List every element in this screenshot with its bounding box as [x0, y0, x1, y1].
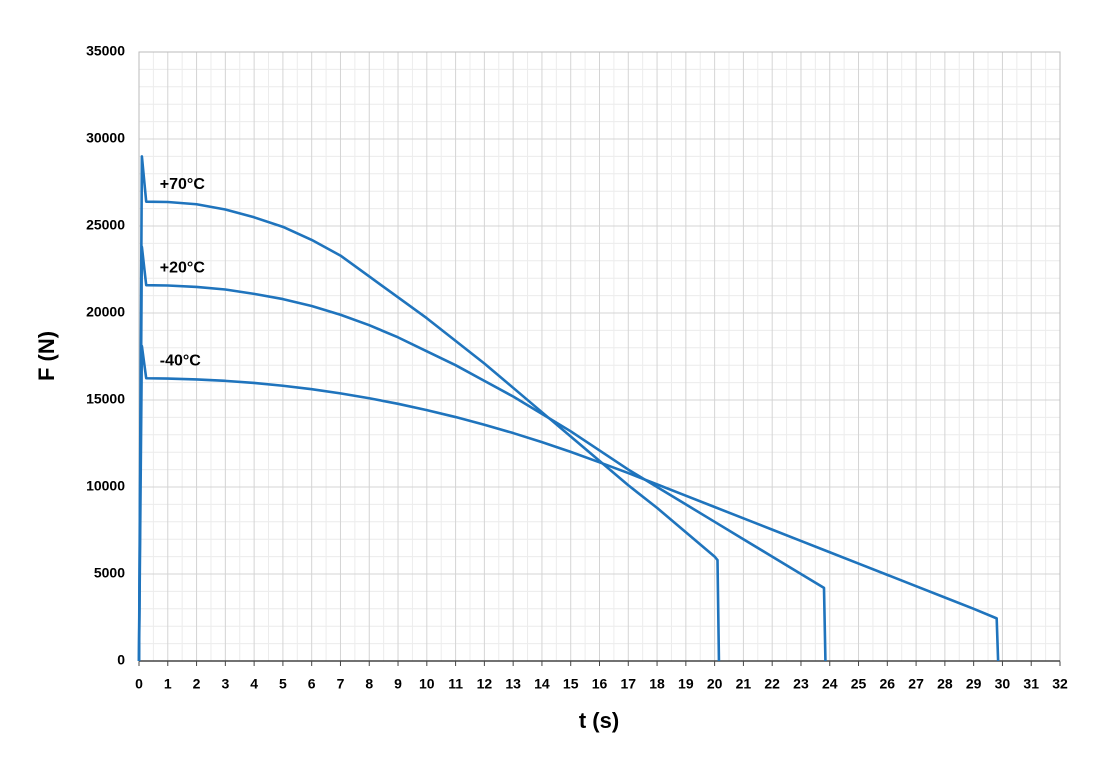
y-tick-label: 35000 — [86, 43, 125, 59]
x-tick-label: 8 — [365, 676, 373, 692]
x-tick-label: 6 — [308, 676, 316, 692]
y-tick-label: 20000 — [86, 304, 125, 320]
x-tick-label: 30 — [995, 676, 1011, 692]
x-tick-label: 2 — [193, 676, 201, 692]
x-axis-title: t (s) — [579, 708, 619, 733]
y-tick-label: 15000 — [86, 391, 125, 407]
x-tick-label: 12 — [477, 676, 493, 692]
x-tick-label: 3 — [221, 676, 229, 692]
series-line — [137, 155, 721, 662]
y-tick-label: 5000 — [94, 565, 125, 581]
x-tick-label: 26 — [880, 676, 896, 692]
x-tick-label: 18 — [649, 676, 665, 692]
y-tick-label: 0 — [117, 652, 125, 668]
x-tick-label: 15 — [563, 676, 579, 692]
x-tick-label: 16 — [592, 676, 608, 692]
x-tick-label: 19 — [678, 676, 694, 692]
y-tick-label: 30000 — [86, 130, 125, 146]
y-tick-label: 10000 — [86, 478, 125, 494]
x-tick-label: 10 — [419, 676, 435, 692]
x-tick-label: 7 — [337, 676, 345, 692]
y-tick-label: 25000 — [86, 217, 125, 233]
x-tick-label: 31 — [1023, 676, 1039, 692]
series-label: +70°C — [160, 176, 206, 193]
x-tick-label: 22 — [764, 676, 780, 692]
x-tick-label: 4 — [250, 676, 258, 692]
x-tick-label: 32 — [1052, 676, 1068, 692]
y-axis-title: F (N) — [34, 331, 59, 381]
x-tick-label: 20 — [707, 676, 723, 692]
x-tick-label: 5 — [279, 676, 287, 692]
x-tick-label: 23 — [793, 676, 809, 692]
x-tick-label: 21 — [736, 676, 752, 692]
x-tick-label: 28 — [937, 676, 953, 692]
x-tick-label: 17 — [620, 676, 636, 692]
x-tick-label: 24 — [822, 676, 838, 692]
x-tick-label: 1 — [164, 676, 172, 692]
x-tick-label: 13 — [505, 676, 521, 692]
x-tick-label: 25 — [851, 676, 867, 692]
x-tick-label: 29 — [966, 676, 982, 692]
x-tick-label: 11 — [448, 676, 463, 692]
series-line — [137, 245, 827, 662]
series-line — [137, 344, 1000, 662]
x-tick-label: 14 — [534, 676, 550, 692]
x-tick-label: 9 — [394, 676, 402, 692]
x-tick-label: 27 — [908, 676, 924, 692]
series-label: -40°C — [160, 352, 202, 369]
x-tick-label: 0 — [135, 676, 143, 692]
series-label: +20°C — [160, 259, 206, 276]
